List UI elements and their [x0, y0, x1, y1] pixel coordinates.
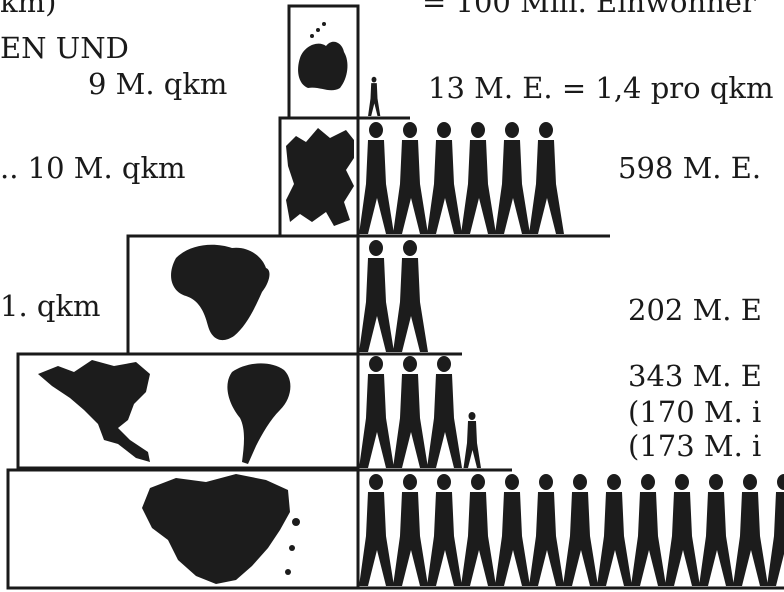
asia-island-dot: [289, 545, 295, 551]
asien-population-figure: [733, 474, 768, 586]
unit-legend: = 100 Mill. Einwohner: [422, 0, 756, 19]
asien-population-figure: [699, 474, 734, 586]
pop-label-america: 343 M. E: [628, 359, 762, 393]
asia-island-dot: [292, 518, 300, 526]
asia-island-dot: [285, 569, 291, 575]
pop-label-africa: 202 M. E: [628, 293, 762, 327]
asien-population-figure: [495, 474, 530, 586]
afrika-population-figure: [393, 240, 428, 352]
australien-population-figure-partial: [368, 76, 381, 116]
unit-fragment-left: km): [0, 0, 57, 19]
asien-population-figure: [665, 474, 700, 586]
asia-map-icon: [142, 474, 290, 584]
europa-population-figure: [427, 122, 462, 234]
europa-population-figure: [393, 122, 428, 234]
pop-subline-america-2: (173 M. i: [628, 429, 762, 463]
asien-population-figure: [529, 474, 564, 586]
australia-island-dot: [316, 28, 320, 32]
asien-population-figure: [359, 474, 394, 586]
pop-subline-america-1: (170 M. i: [628, 395, 762, 429]
pop-label-australia: 13 M. E. = 1,4 pro qkm: [428, 71, 774, 105]
area-label-australia: 9 M. qkm: [88, 67, 228, 101]
australia-map-icon: [298, 41, 348, 91]
area-label-africa: 1. qkm: [0, 289, 101, 323]
amerika-population-figure: [393, 356, 428, 468]
asien-population-figure: [563, 474, 598, 586]
europa-population-figure: [461, 122, 496, 234]
asien-population-figure: [767, 474, 784, 586]
north-america-map-icon: [38, 360, 150, 462]
area-label-europe: .. 10 M. qkm: [0, 151, 186, 185]
asien-population-figure: [461, 474, 496, 586]
asien-population-figure: [427, 474, 462, 586]
australia-island-dot: [310, 34, 314, 38]
amerika-population-figure-partial: [463, 412, 481, 468]
europe-map-icon: [286, 128, 354, 226]
europa-population-figure: [495, 122, 530, 234]
europa-population-figure: [359, 122, 394, 234]
asien-population-figure: [393, 474, 428, 586]
afrika-population-figure: [359, 240, 394, 352]
amerika-population-figure: [359, 356, 394, 468]
south-america-map-icon: [227, 363, 291, 464]
heading-fragment: EN UND: [0, 31, 129, 65]
pop-label-europe: 598 M. E.: [618, 151, 762, 185]
europa-population-figure: [529, 122, 564, 234]
africa-map-icon: [171, 244, 270, 341]
amerika-population-figure: [427, 356, 462, 468]
asien-population-figure: [597, 474, 632, 586]
australia-island-dot: [322, 22, 326, 26]
asien-population-figure: [631, 474, 666, 586]
